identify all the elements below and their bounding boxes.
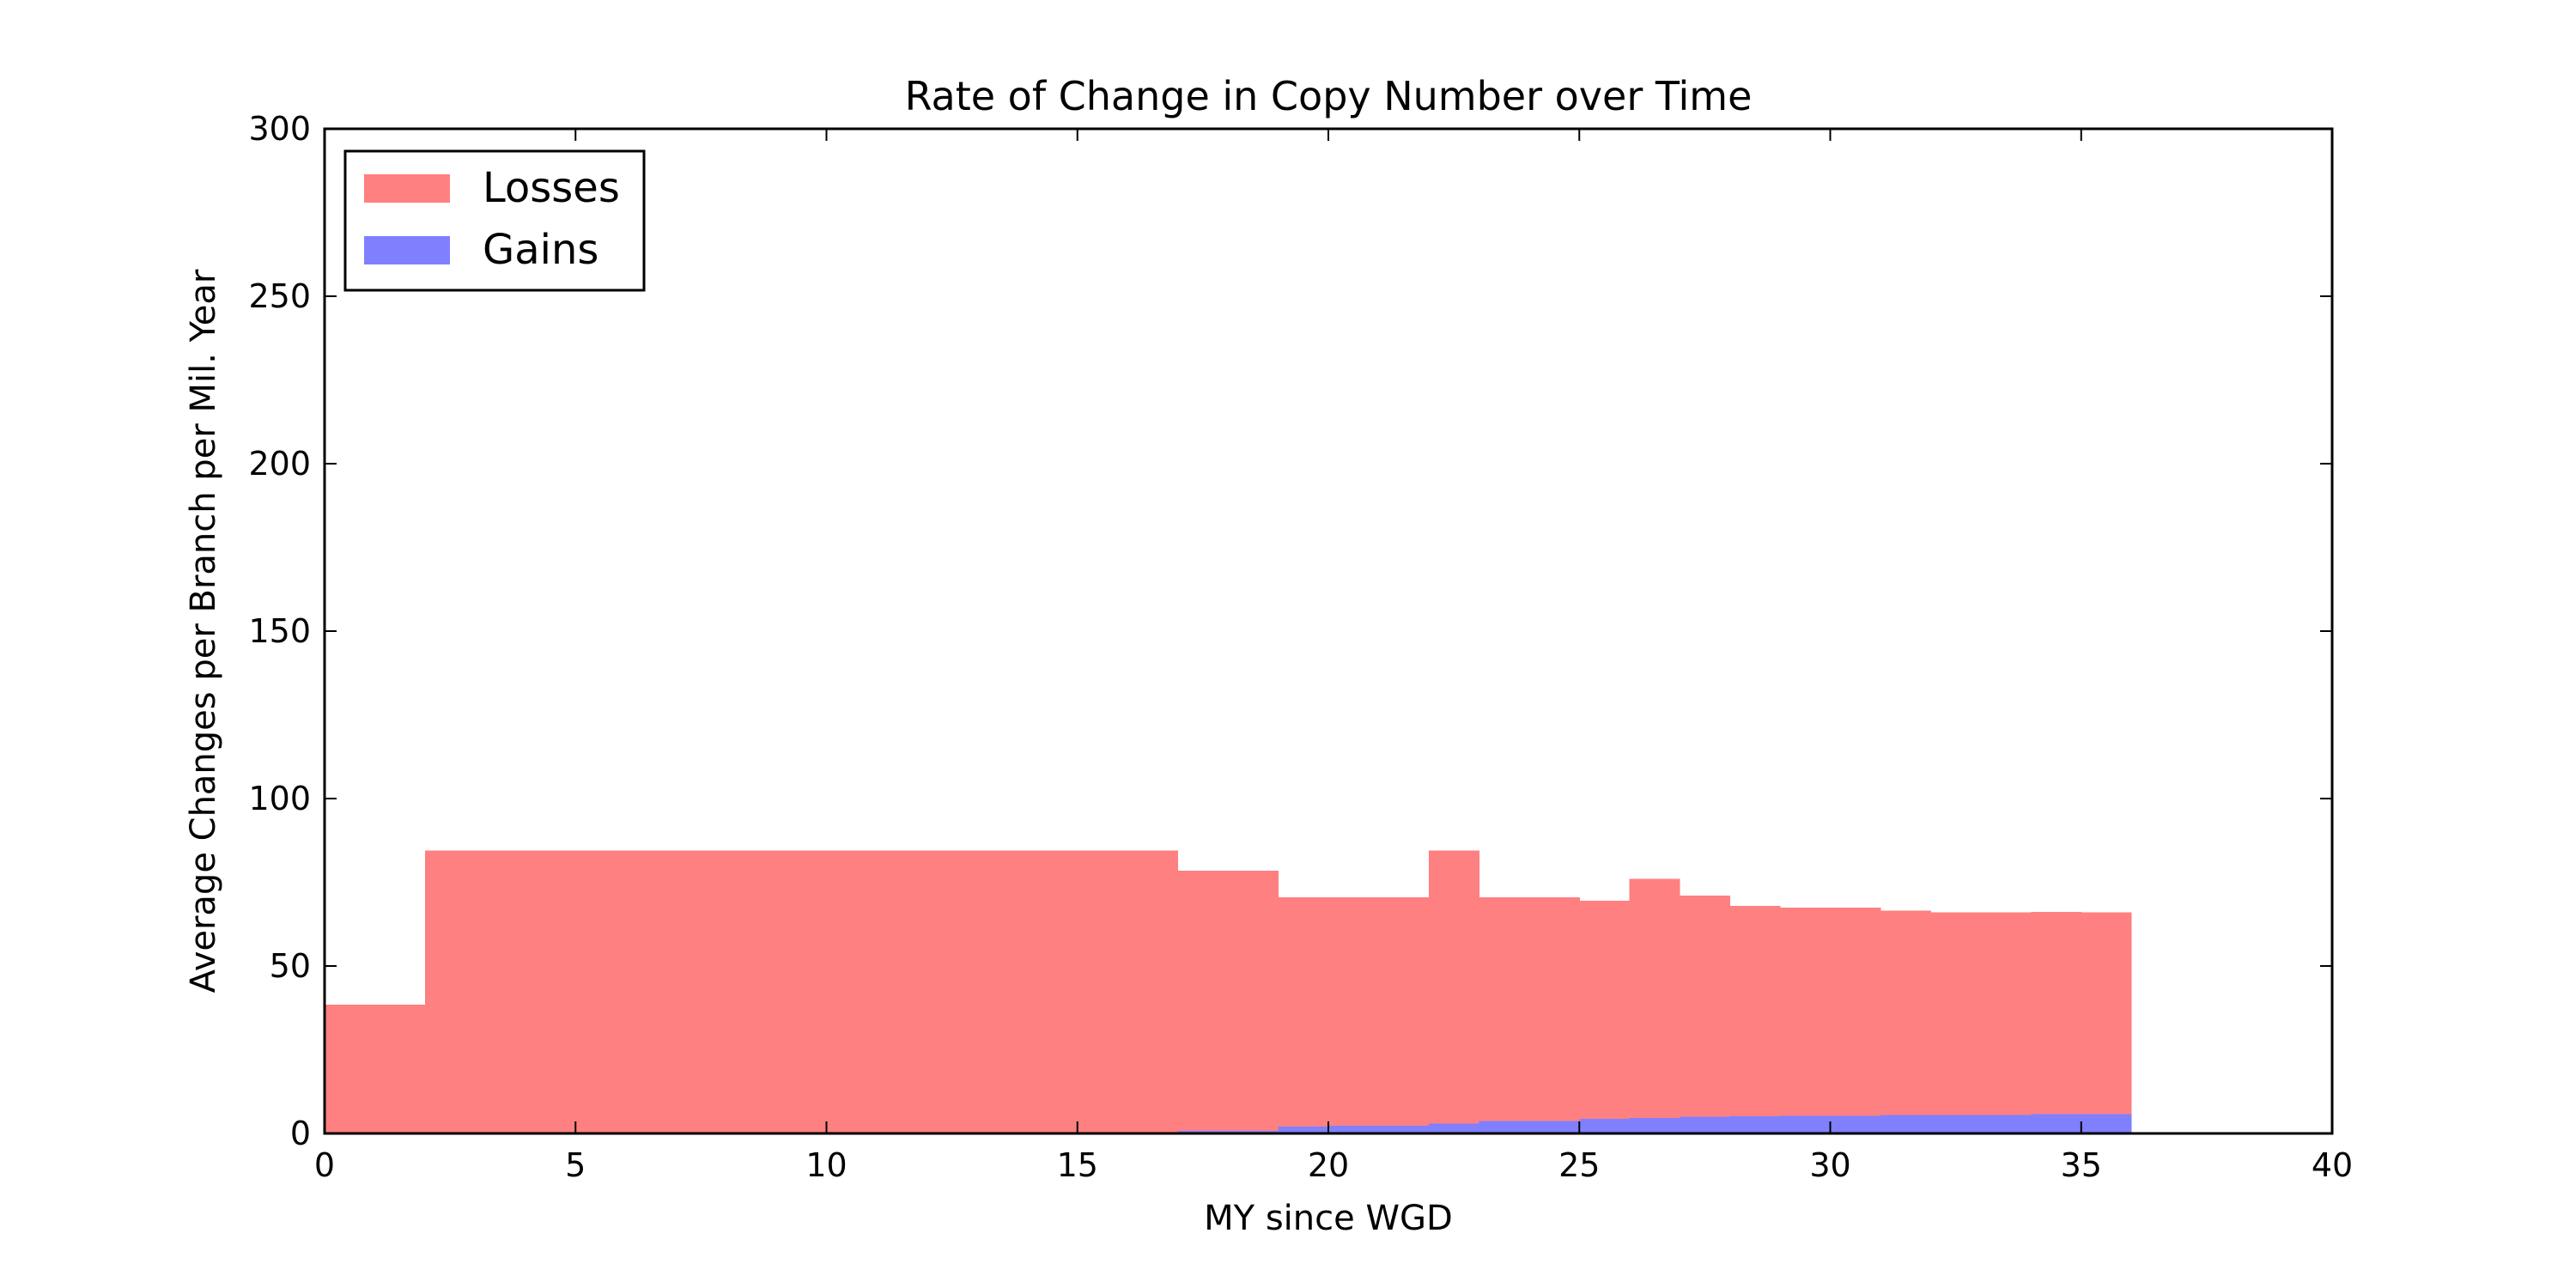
losses-bar <box>2031 911 2082 1133</box>
ticks-layer: 0 5 10 15 20 25 30 35 40 0 50 100 150 200 250 300 <box>248 110 2353 1184</box>
x-tick-label: 35 <box>2061 1146 2102 1184</box>
legend-swatch-gains <box>364 236 450 264</box>
y-tick-label: 150 <box>248 612 311 650</box>
gains-bar <box>1880 1115 2032 1133</box>
gains-bar <box>1579 1119 1631 1133</box>
losses-bar <box>1880 910 1931 1133</box>
x-tick-label: 5 <box>565 1146 586 1184</box>
y-tick-label: 250 <box>248 277 311 315</box>
gains-bar <box>1428 1123 1479 1133</box>
gains-bar <box>1680 1116 1731 1133</box>
gains-bar <box>1328 1126 1430 1133</box>
x-tick-label: 0 <box>314 1146 335 1184</box>
losses-bar <box>1629 878 1680 1133</box>
gains-bar <box>1479 1121 1580 1133</box>
x-tick-label: 25 <box>1558 1146 1600 1184</box>
legend-label-losses: Losses <box>483 164 620 212</box>
losses-bar <box>1579 900 1631 1133</box>
losses-bar <box>1278 897 1430 1133</box>
gains-bar <box>1278 1127 1329 1133</box>
y-axis-label: Average Changes per Branch per Mil. Year <box>184 269 223 993</box>
x-tick-label: 30 <box>1809 1146 1850 1184</box>
losses-bar <box>1479 897 1580 1133</box>
losses-bar <box>1729 905 1781 1133</box>
legend-label-gains: Gains <box>483 226 598 274</box>
y-tick-label: 50 <box>270 947 311 985</box>
x-tick-label: 20 <box>1308 1146 1349 1184</box>
x-tick-label: 15 <box>1057 1146 1098 1184</box>
gains-bar <box>1629 1118 1680 1133</box>
losses-bar <box>1780 907 1881 1133</box>
losses-bar <box>2081 912 2132 1133</box>
losses-bar <box>424 850 1179 1133</box>
losses-bar <box>1428 850 1479 1133</box>
gains-bar <box>1177 1130 1279 1133</box>
plot-area-frame <box>323 127 2334 1135</box>
legend: Losses Gains <box>343 149 646 292</box>
y-tick-label: 300 <box>248 110 311 148</box>
y-tick-label: 100 <box>248 780 311 817</box>
legend-swatch-losses <box>364 174 450 203</box>
losses-bar <box>1680 896 1731 1133</box>
series-losses <box>325 850 2132 1133</box>
gains-bar <box>1729 1116 1781 1133</box>
chart-title: Rate of Change in Copy Number over Time <box>905 73 1753 119</box>
losses-bar <box>325 1004 426 1133</box>
losses-bar <box>1930 912 2032 1133</box>
losses-bar <box>1177 870 1279 1133</box>
bars-layer <box>325 850 2132 1133</box>
x-tick-label: 10 <box>805 1146 847 1184</box>
y-tick-label: 200 <box>248 445 311 483</box>
x-tick-label: 40 <box>2312 1146 2353 1184</box>
x-axis-label: MY since WGD <box>1204 1199 1453 1238</box>
y-tick-label: 0 <box>290 1115 311 1152</box>
